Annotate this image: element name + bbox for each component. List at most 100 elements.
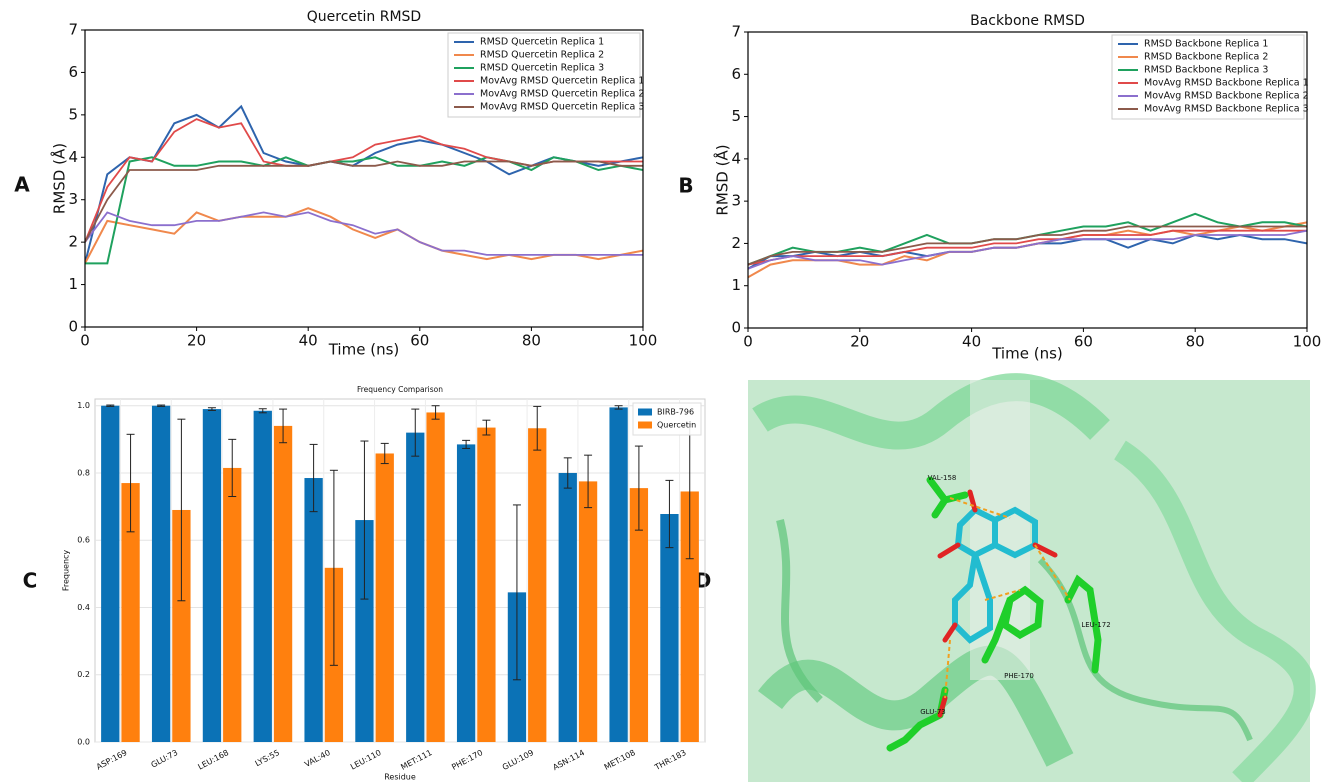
x-tick-label: LYS:55 xyxy=(254,748,281,768)
y-tick-label: 0.0 xyxy=(77,738,90,747)
residue-label: VAL-158 xyxy=(928,474,957,482)
figure: ABCDVAL-158LEU-172PHE-170GLU-73012345670… xyxy=(0,0,1321,782)
legend-label: MovAvg RMSD Quercetin Replica 3 xyxy=(480,102,644,113)
y-tick-label: 0.2 xyxy=(77,670,90,679)
bar xyxy=(609,407,627,742)
y-tick-label: 2 xyxy=(68,233,78,251)
x-tick-label: PHE:170 xyxy=(450,748,484,772)
x-tick-label: 40 xyxy=(299,332,318,350)
bar xyxy=(477,428,495,742)
legend-label: RMSD Quercetin Replica 2 xyxy=(480,50,604,61)
y-tick-label: 6 xyxy=(731,65,741,83)
y-tick-label: 3 xyxy=(68,190,78,208)
bar xyxy=(304,478,322,742)
bar xyxy=(406,433,424,742)
structure-panel xyxy=(748,380,1310,782)
x-tick-label: LEU:110 xyxy=(349,748,383,772)
bar xyxy=(528,428,546,742)
bar xyxy=(152,406,170,742)
x-tick-label: 60 xyxy=(1074,333,1093,351)
legend-swatch xyxy=(638,422,652,429)
y-axis-label: RMSD (Å) xyxy=(50,143,69,214)
y-tick-label: 7 xyxy=(731,23,741,41)
bar xyxy=(426,412,444,742)
legend-label: MovAvg RMSD Backbone Replica 1 xyxy=(1144,78,1309,89)
y-tick-label: 1 xyxy=(731,276,741,294)
y-tick-label: 0.8 xyxy=(77,468,90,477)
y-tick-label: 1.0 xyxy=(77,401,90,410)
bar xyxy=(274,426,292,742)
x-axis-label: Time (ns) xyxy=(991,345,1063,363)
x-tick-label: 0 xyxy=(743,333,753,351)
residue-label: PHE-170 xyxy=(1004,672,1034,680)
y-tick-label: 0.6 xyxy=(77,536,90,545)
series-line xyxy=(85,119,643,242)
x-tick-label: 100 xyxy=(1293,333,1321,351)
x-tick-label: 0 xyxy=(80,332,90,350)
bar xyxy=(376,453,394,742)
y-tick-label: 1 xyxy=(68,275,78,293)
bar xyxy=(660,514,678,742)
series-line xyxy=(85,106,643,263)
panel-label: B xyxy=(678,174,693,198)
bar xyxy=(254,411,272,742)
panel-label: C xyxy=(23,569,38,593)
chart-title: Backbone RMSD xyxy=(970,13,1085,29)
legend-label: RMSD Quercetin Replica 1 xyxy=(480,37,604,48)
x-tick-label: VAL:40 xyxy=(303,748,332,769)
y-tick-label: 5 xyxy=(731,107,741,125)
legend-swatch xyxy=(638,409,652,416)
y-tick-label: 0 xyxy=(731,319,741,337)
x-axis-label: Residue xyxy=(384,773,416,782)
x-tick-label: 20 xyxy=(187,332,206,350)
y-tick-label: 3 xyxy=(731,192,741,210)
y-axis-label: RMSD (Å) xyxy=(713,144,732,215)
legend-label: MovAvg RMSD Backbone Replica 2 xyxy=(1144,91,1309,102)
bar xyxy=(223,468,241,742)
x-tick-label: 100 xyxy=(629,332,658,350)
legend-label: MovAvg RMSD Quercetin Replica 2 xyxy=(480,89,644,100)
x-axis-label: Time (ns) xyxy=(328,341,400,359)
bar xyxy=(457,444,475,742)
bar xyxy=(579,481,597,742)
x-tick-label: GLU:73 xyxy=(150,748,180,770)
x-tick-label: LEU:168 xyxy=(197,748,231,772)
legend-label: RMSD Backbone Replica 1 xyxy=(1144,39,1268,50)
y-tick-label: 4 xyxy=(68,148,78,166)
legend-label: RMSD Backbone Replica 2 xyxy=(1144,52,1268,63)
bar xyxy=(559,473,577,742)
x-tick-label: MET:111 xyxy=(399,748,433,772)
x-tick-label: 40 xyxy=(962,333,981,351)
legend-label: MovAvg RMSD Quercetin Replica 1 xyxy=(480,76,644,87)
y-tick-label: 0.4 xyxy=(77,603,90,612)
residue-label: LEU-172 xyxy=(1081,621,1110,629)
y-axis-label: Frequency xyxy=(62,550,71,592)
y-tick-label: 5 xyxy=(68,105,78,123)
y-tick-label: 4 xyxy=(731,149,741,167)
legend-label: BIRB-796 xyxy=(657,408,694,417)
x-tick-label: GLU:109 xyxy=(501,748,535,772)
x-tick-label: 60 xyxy=(410,332,429,350)
x-tick-label: 20 xyxy=(850,333,869,351)
legend-label: RMSD Quercetin Replica 3 xyxy=(480,63,604,74)
y-tick-label: 7 xyxy=(68,21,78,39)
x-tick-label: ASP:169 xyxy=(95,748,129,772)
chart-title: Quercetin RMSD xyxy=(307,9,421,25)
legend-label: MovAvg RMSD Backbone Replica 3 xyxy=(1144,104,1309,115)
bar xyxy=(203,409,221,742)
panel-label: A xyxy=(14,173,30,197)
series-line xyxy=(85,157,643,263)
x-tick-label: THR:183 xyxy=(652,748,687,772)
y-tick-label: 6 xyxy=(68,63,78,81)
bar xyxy=(101,406,119,742)
y-tick-label: 2 xyxy=(731,234,741,252)
x-tick-label: 80 xyxy=(1186,333,1205,351)
x-tick-label: MET:108 xyxy=(603,748,637,772)
y-tick-label: 0 xyxy=(68,318,78,336)
legend-label: RMSD Backbone Replica 3 xyxy=(1144,65,1268,76)
chart-title: Frequency Comparison xyxy=(357,385,443,394)
x-tick-label: 80 xyxy=(522,332,541,350)
residue-label: GLU-73 xyxy=(920,708,946,716)
legend-label: Quercetin xyxy=(657,421,696,430)
x-tick-label: ASN:114 xyxy=(551,748,586,772)
